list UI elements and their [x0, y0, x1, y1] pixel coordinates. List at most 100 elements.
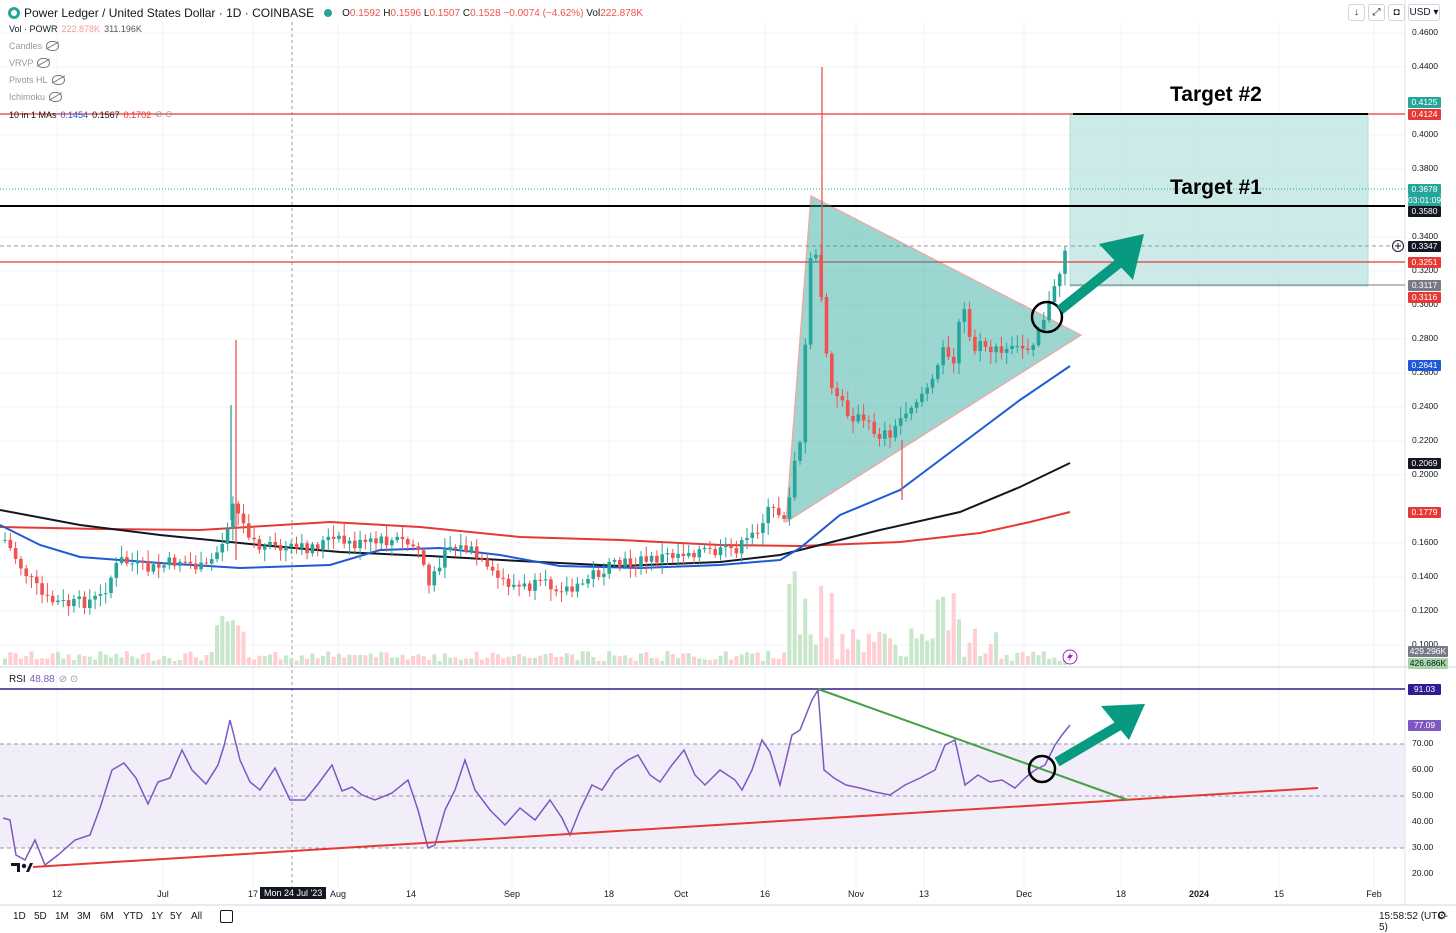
candle-body [437, 567, 442, 572]
price-axis-label: 0.3000 [1412, 299, 1438, 309]
candle-body [718, 547, 723, 556]
volume-bar [283, 655, 288, 665]
candle-body [734, 548, 739, 554]
indicator-ichimoku[interactable]: Ichimoku [9, 92, 63, 102]
candle-body [517, 584, 521, 587]
candle-body [1031, 345, 1035, 350]
volume-legend[interactable]: Vol · POWR 222.878K 311.196K [9, 24, 142, 34]
volume-bar [909, 628, 914, 665]
candle-body [268, 541, 272, 546]
volume-bar [697, 658, 702, 665]
hidden-eye-icon[interactable] [51, 75, 65, 85]
volume-bar [379, 651, 384, 665]
volume-bar [808, 634, 813, 665]
timeframe-button[interactable]: 1M [55, 911, 69, 922]
hidden-eye-icon[interactable] [46, 41, 60, 51]
volume-bar [93, 659, 98, 665]
crosshair-add-icon[interactable] [1392, 240, 1404, 252]
timeframe-button[interactable]: 1Y [151, 911, 164, 922]
volume-bar [941, 596, 946, 665]
volume-bar [935, 599, 940, 665]
rsi-support-trendline[interactable] [32, 787, 1319, 868]
candle-body [739, 539, 744, 554]
candle-body [241, 513, 246, 524]
candle-body [697, 549, 702, 558]
breakout-arrow[interactable] [1056, 234, 1144, 314]
rsi-resistance-trendline[interactable] [817, 688, 1129, 801]
volume-bar [951, 593, 956, 665]
candle-body [527, 583, 532, 591]
lightning-icon[interactable] [1062, 649, 1078, 665]
candle-body [1004, 348, 1009, 353]
timeframe-button[interactable]: 5D [34, 911, 47, 922]
hidden-eye-icon[interactable] [49, 92, 63, 102]
expand-icon[interactable]: ⤢ [1368, 4, 1385, 21]
rsi-breakout-circle[interactable] [1027, 754, 1057, 784]
timeframe-button[interactable]: 5Y [170, 911, 183, 922]
candle-body [1042, 320, 1046, 330]
volume-bar [421, 656, 426, 665]
rsi-axis-label: 70.00 [1412, 738, 1434, 748]
price-axis-label: 0.1200 [1412, 605, 1438, 615]
volume-bar [962, 656, 967, 665]
price-tag-vol1: 429.296K [1408, 646, 1448, 657]
symbol-title[interactable]: Power Ledger / United States Dollar · 1D… [24, 6, 315, 20]
symmetrical-triangle[interactable] [785, 194, 1083, 524]
volume-bar [771, 658, 776, 665]
camera-icon[interactable]: ◘ [1388, 4, 1405, 21]
candle-body [331, 536, 336, 539]
indicator-mas[interactable]: 10 in 1 MAs 0.1454 0.1567 0.1702 ⊘ ⊙ [9, 109, 173, 120]
candle-body [1036, 329, 1041, 346]
symbol-header[interactable]: Power Ledger / United States Dollar · 1D… [8, 5, 643, 21]
market-status-icon[interactable] [324, 9, 333, 17]
ma-black-line [0, 462, 1071, 568]
candle-body [490, 566, 495, 571]
target1-label[interactable]: Target #1 [1170, 176, 1262, 199]
volume-bars [3, 571, 1067, 665]
candle-body [612, 560, 617, 562]
volume-bar [872, 641, 877, 665]
tradingview-logo-icon[interactable] [11, 863, 33, 872]
volume-bar [978, 656, 983, 665]
ohlc-values: O0.1592 H0.1596 L0.1507 C0.1528 −0.0074 … [342, 7, 644, 19]
target2-label[interactable]: Target #2 [1170, 83, 1262, 106]
volume-bar [18, 658, 23, 665]
indicator-vrvp[interactable]: VRVP [9, 58, 51, 68]
candle-body [787, 497, 792, 519]
candle-body [951, 356, 956, 364]
timeframe-button[interactable]: 1D [13, 911, 26, 922]
volume-bar [1047, 658, 1052, 665]
candle-body [962, 309, 967, 322]
arrow-down-icon[interactable]: ↓ [1348, 4, 1365, 21]
candle-body [485, 559, 490, 567]
candle-body [50, 595, 55, 603]
rsi-legend[interactable]: RSI 48.88 ⊘ ⊙ [9, 674, 79, 685]
timeframe-button[interactable]: All [191, 911, 203, 922]
breakout-circle[interactable] [1030, 300, 1064, 334]
candle-body [384, 536, 389, 546]
volume-bar [676, 658, 681, 665]
currency-select[interactable]: USD ▾ [1408, 4, 1440, 21]
timeframe-button[interactable]: 6M [100, 911, 114, 922]
candle-body [262, 545, 267, 550]
timeframe-button[interactable]: 3M [77, 911, 91, 922]
timeframe-button[interactable]: YTD [123, 911, 143, 922]
volume-bar [957, 619, 961, 665]
volume-bar [866, 633, 871, 665]
settings-icon[interactable]: ⚙ [1437, 910, 1447, 922]
candle-body [909, 407, 914, 414]
rsi-breakout-arrow[interactable] [1054, 704, 1145, 767]
hidden-eye-icon[interactable] [37, 58, 51, 68]
price-axis-label: 0.2600 [1412, 367, 1438, 377]
candle-body [88, 599, 92, 608]
volume-bar [130, 656, 135, 665]
calendar-icon[interactable] [220, 910, 233, 923]
indicator-candles[interactable]: Candles [9, 41, 60, 51]
clock[interactable]: 15:58:52 (UTC-5) [1379, 911, 1448, 933]
volume-bar [1010, 660, 1014, 665]
price-axis-label: 0.2400 [1412, 401, 1438, 411]
indicator-pivots[interactable]: Pivots HL [9, 75, 65, 85]
volume-bar [999, 658, 1004, 665]
candle-body [883, 430, 887, 439]
